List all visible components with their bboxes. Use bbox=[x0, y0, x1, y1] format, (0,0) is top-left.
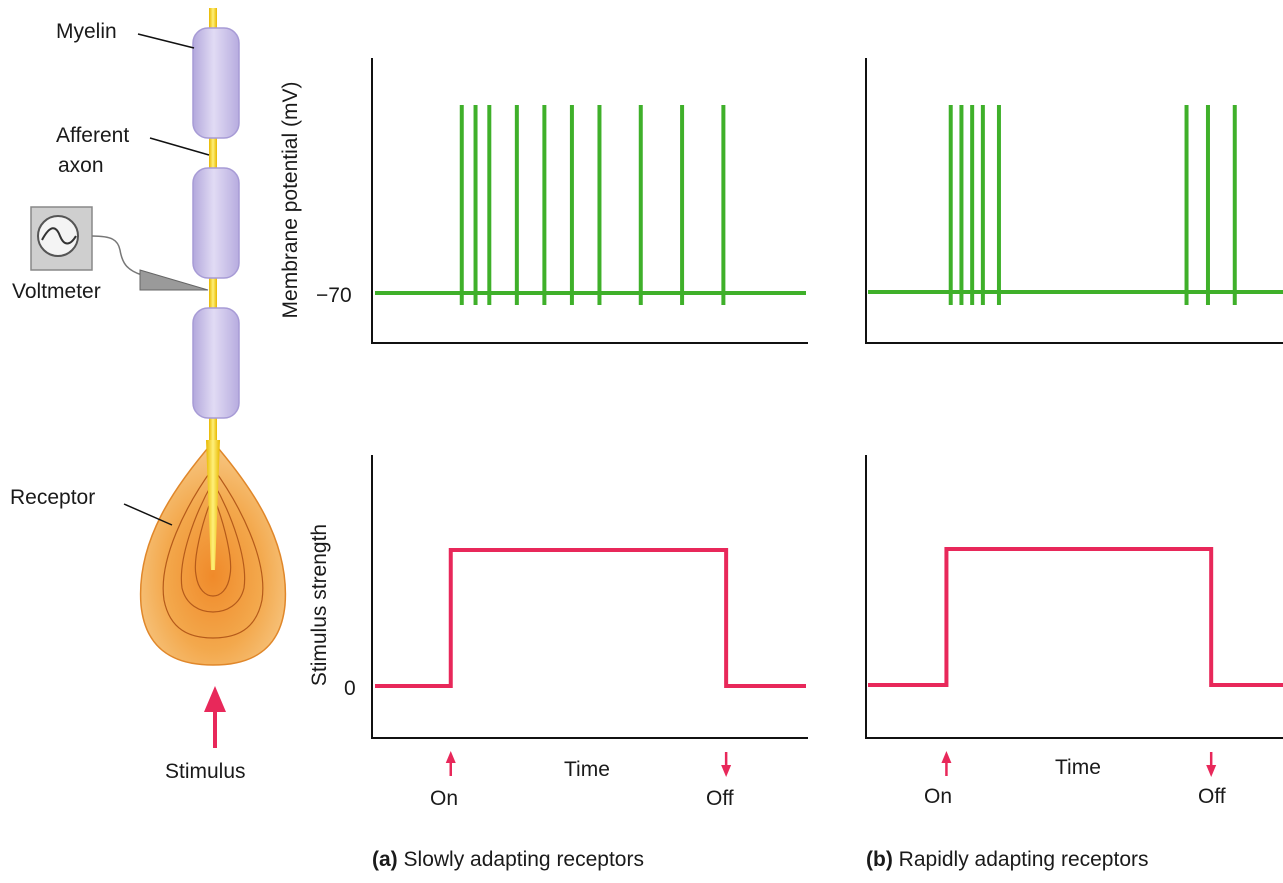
panel-a: Membrane potential (mV) −70 Stimulus str… bbox=[279, 58, 808, 810]
membrane-potential-axis-label: Membrane potential (mV) bbox=[279, 82, 302, 319]
voltmeter-device bbox=[30, 206, 209, 291]
caption-b-letter: (b) bbox=[866, 848, 893, 871]
receptor-ending bbox=[139, 440, 287, 666]
stimulus-label: Stimulus bbox=[165, 760, 246, 783]
caption-b: (b) Rapidly adapting receptors bbox=[866, 848, 1149, 872]
membrane-tick-label: −70 bbox=[316, 284, 352, 307]
on-marker-b bbox=[941, 751, 952, 776]
off-label: Off bbox=[706, 787, 734, 810]
caption-a-letter: (a) bbox=[372, 848, 398, 871]
on-label: On bbox=[924, 785, 952, 808]
afferent-axon-label-2: axon bbox=[58, 154, 104, 177]
spike-train-a bbox=[459, 105, 726, 305]
receptor-label: Receptor bbox=[10, 486, 95, 509]
on-label: On bbox=[430, 787, 458, 810]
myelin-label: Myelin bbox=[56, 20, 117, 43]
panel-b: Time On Off bbox=[865, 58, 1283, 808]
stimulus-arrow-icon bbox=[204, 686, 226, 748]
caption-b-text: Rapidly adapting receptors bbox=[898, 848, 1149, 871]
time-axis-label: Time bbox=[564, 758, 610, 781]
stimulus-strength-axis-label: Stimulus strength bbox=[308, 524, 331, 686]
myelin-segment-2 bbox=[192, 167, 240, 279]
stimulus-trace-b bbox=[868, 547, 1283, 687]
off-marker-b bbox=[1206, 752, 1217, 777]
stimulus-zero-tick-label: 0 bbox=[344, 677, 356, 700]
voltmeter-dial-icon bbox=[37, 215, 79, 257]
time-axis-label: Time bbox=[1055, 756, 1101, 779]
neuron-illustration: Myelin Afferent axon Voltmeter Receptor … bbox=[10, 8, 287, 783]
caption-a-text: Slowly adapting receptors bbox=[403, 848, 644, 871]
electrode-probe bbox=[139, 269, 209, 291]
myelin-segment-3 bbox=[192, 307, 240, 419]
voltmeter-label: Voltmeter bbox=[12, 280, 101, 303]
on-marker-a bbox=[445, 751, 456, 776]
on-arrow-icon bbox=[941, 751, 952, 763]
on-arrow-icon bbox=[445, 751, 456, 763]
stimulus-trace-a bbox=[375, 548, 806, 688]
myelin-segment-1 bbox=[192, 27, 240, 139]
off-arrow-icon bbox=[721, 765, 732, 777]
spike-train-b bbox=[948, 105, 1237, 305]
off-arrow-icon bbox=[1206, 765, 1217, 777]
off-label: Off bbox=[1198, 785, 1226, 808]
caption-a: (a) Slowly adapting receptors bbox=[372, 848, 644, 872]
off-marker-a bbox=[721, 752, 732, 777]
afferent-axon-label: Afferent bbox=[56, 124, 129, 147]
